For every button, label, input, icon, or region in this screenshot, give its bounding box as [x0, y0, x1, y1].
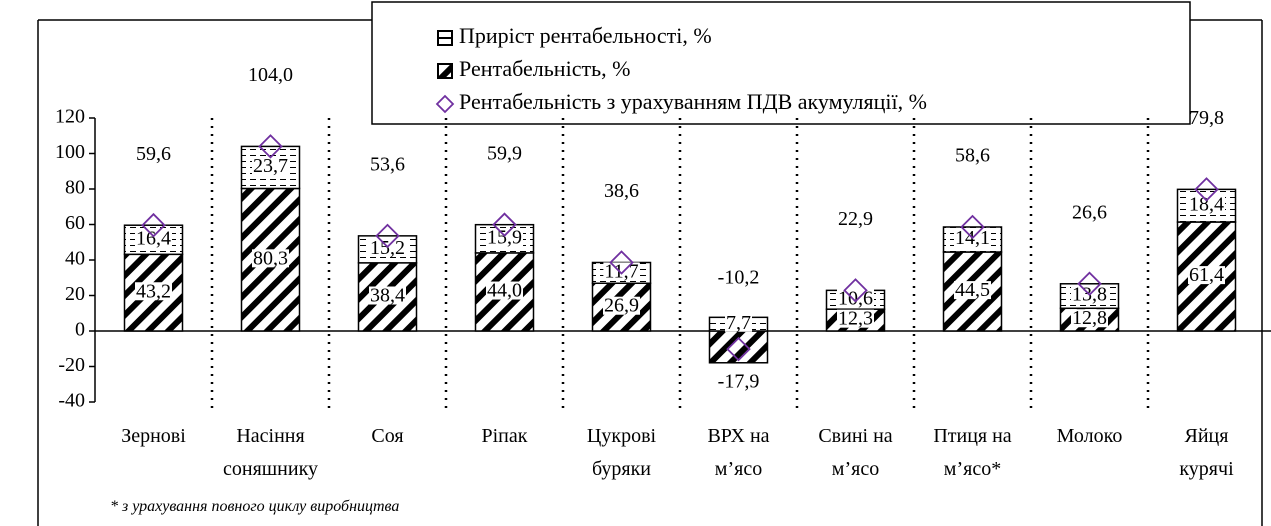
y-tick-label: 120	[55, 106, 85, 128]
y-tick-label: 20	[65, 283, 85, 305]
legend-label: Рентабельність з урахуванням ПДВ акумуля…	[459, 89, 927, 114]
legend-box	[371, 1, 1191, 125]
legend-swatch	[437, 63, 453, 79]
value-label-bg	[1188, 266, 1225, 285]
value-label: 7,7	[726, 312, 751, 334]
value-label: 80,3	[253, 247, 288, 269]
value-label: 53,6	[370, 153, 405, 175]
value-label: 104,0	[248, 64, 293, 86]
y-tick-label: 0	[75, 319, 85, 341]
value-label: 59,6	[136, 143, 171, 165]
value-label: 22,9	[838, 208, 873, 230]
marker	[1077, 271, 1102, 297]
value-label: -10,2	[718, 267, 760, 289]
marker	[492, 212, 517, 237]
y-tick-label: -20	[58, 354, 85, 376]
value-label: 10,6	[838, 287, 873, 309]
value-label: 15,9	[487, 226, 522, 248]
value-label: 12,8	[1072, 307, 1107, 329]
value-label: 59,9	[487, 142, 522, 164]
footnote: * з урахування повного циклу виробництва	[110, 498, 400, 515]
value-label-bg	[837, 289, 874, 308]
marker	[375, 223, 400, 249]
value-label: 44,0	[487, 280, 522, 302]
value-label-bg	[369, 286, 406, 305]
value-label-bg	[135, 229, 172, 248]
value-label: 79,8	[1189, 107, 1224, 129]
x-tick-label: Яйця курячі	[1179, 425, 1234, 480]
value-label-bg	[252, 157, 289, 176]
value-label: 23,7	[253, 155, 288, 177]
value-label: 58,6	[955, 145, 990, 167]
x-tick-label: Свині на м’ясо	[818, 425, 893, 480]
value-label: 26,6	[1072, 201, 1107, 223]
value-label-bg	[954, 281, 991, 300]
value-label-bg	[1188, 195, 1225, 214]
value-label: 11,7	[604, 260, 638, 282]
y-tick-label: 100	[55, 141, 85, 163]
value-label-bg	[252, 249, 289, 268]
value-label: -17,9	[718, 370, 760, 392]
marker	[1194, 177, 1219, 202]
marker	[726, 336, 751, 362]
value-label-bg	[725, 313, 752, 332]
value-label-bg	[1071, 309, 1108, 328]
marker	[960, 214, 985, 240]
y-tick-label: 60	[65, 212, 85, 234]
value-label: 44,5	[955, 279, 990, 301]
value-label-bg	[486, 281, 523, 300]
y-tick-label: 40	[65, 248, 85, 270]
x-tick-label: Насіння соняшнику	[222, 425, 319, 480]
value-label-bg	[486, 228, 523, 247]
x-tick-label: Ріпак	[481, 425, 528, 447]
value-label: 43,2	[136, 280, 171, 302]
x-tick-label: Молоко	[1056, 425, 1123, 447]
marker	[258, 134, 283, 159]
marker	[141, 212, 166, 238]
y-tick-label: -40	[58, 390, 85, 412]
legend-marker	[435, 94, 455, 114]
value-label: 12,3	[838, 308, 873, 330]
value-label: 18,4	[1189, 193, 1224, 215]
x-tick-label: Цукрові буряки	[586, 425, 657, 480]
marker	[843, 278, 868, 303]
y-tick-label: 80	[65, 177, 85, 199]
marker	[609, 250, 634, 275]
x-tick-label: Птиця на м’ясо*	[933, 425, 1012, 480]
x-tick-label: ВРХ на м’ясо	[707, 425, 770, 480]
bar-segment	[942, 251, 1003, 332]
value-label: 61,4	[1189, 264, 1224, 286]
value-label: 38,6	[604, 180, 639, 202]
x-tick-label: Зернові	[121, 425, 186, 447]
value-label: 26,9	[604, 295, 639, 317]
value-label: 38,4	[370, 285, 405, 307]
x-tick-label: Соя	[371, 425, 404, 447]
value-label-bg	[837, 309, 874, 328]
value-label-bg	[603, 296, 640, 315]
legend-label: Рентабельність, %	[459, 56, 630, 81]
bar-segment	[708, 330, 769, 364]
value-label-bg	[135, 282, 172, 301]
value-label: 16,4	[136, 227, 171, 249]
legend-label: Приріст рентабельності, %	[459, 23, 712, 48]
value-label-bg	[603, 262, 640, 281]
